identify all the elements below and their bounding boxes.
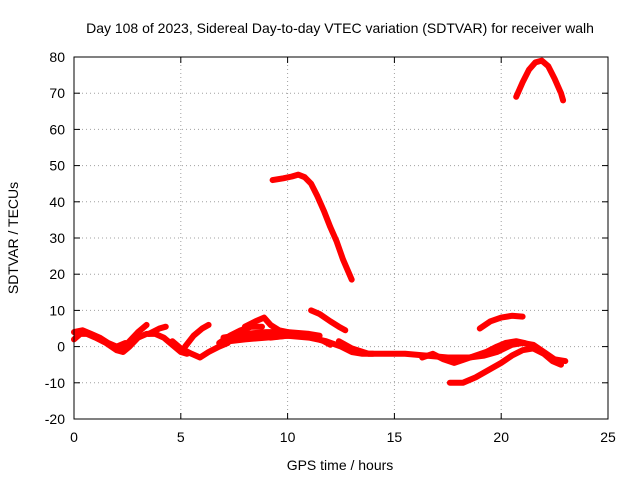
data-series xyxy=(71,57,569,386)
y-tick-label: 30 xyxy=(49,230,65,246)
x-tick-label: 20 xyxy=(493,429,509,445)
series-arc-12 xyxy=(269,171,355,283)
y-tick-label: 80 xyxy=(49,49,65,65)
y-tick-label: 60 xyxy=(49,121,65,137)
x-tick-label: 15 xyxy=(387,429,403,445)
y-tick-label: 10 xyxy=(49,302,65,318)
y-tick-label: 70 xyxy=(49,85,65,101)
x-tick-label: 0 xyxy=(70,429,78,445)
y-tick-label: 0 xyxy=(57,339,65,355)
x-axis-label: GPS time / hours xyxy=(287,457,394,473)
series-arc-5 xyxy=(169,338,231,361)
chart-title: Day 108 of 2023, Sidereal Day-to-day VTE… xyxy=(86,20,594,36)
axis-ticks: 0 5 10 15 20 25 -20 -10 0 10 20 30 40 50 60 70 80 xyxy=(45,49,616,445)
series-arc-18 xyxy=(513,57,567,104)
series-arc-13 xyxy=(308,307,349,334)
series-arc-15 xyxy=(419,338,537,366)
series-arc-4 xyxy=(145,323,169,337)
y-tick-label: -20 xyxy=(45,411,65,427)
series-arc-3 xyxy=(118,321,150,354)
series-arc-6 xyxy=(182,321,212,350)
x-tick-label: 5 xyxy=(177,429,185,445)
y-tick-label: 20 xyxy=(49,266,65,282)
y-tick-label: 40 xyxy=(49,194,65,210)
series-arc-2 xyxy=(71,327,129,350)
y-axis-label: SDTVAR / TECUs xyxy=(5,182,21,294)
grid-lines xyxy=(74,57,608,419)
series-arc-11 xyxy=(267,332,334,348)
series-arc-10 xyxy=(241,314,291,336)
x-tick-label: 10 xyxy=(280,429,296,445)
series-arc-17 xyxy=(476,312,526,332)
y-tick-label: 50 xyxy=(49,158,65,174)
y-tick-label: -10 xyxy=(45,375,65,391)
x-tick-label: 25 xyxy=(600,429,616,445)
series-arc-16 xyxy=(446,345,564,386)
